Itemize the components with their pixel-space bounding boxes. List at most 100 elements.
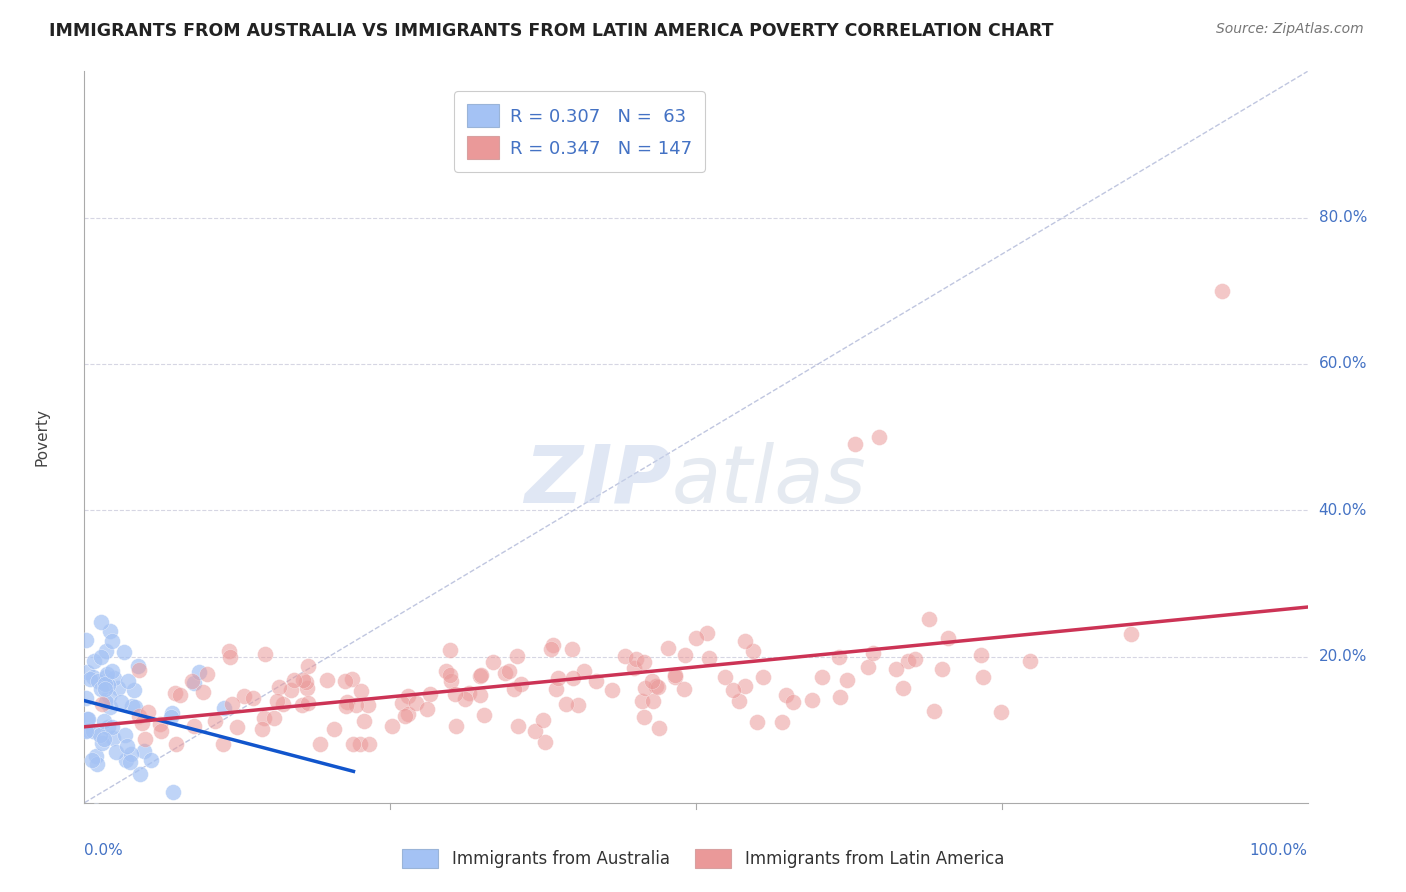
Point xyxy=(266,693,288,707)
Point xyxy=(75,690,97,705)
Point xyxy=(82,670,104,684)
Point xyxy=(540,642,562,657)
Point xyxy=(132,744,155,758)
Point xyxy=(98,699,121,714)
Point xyxy=(657,640,679,655)
Point xyxy=(672,682,695,697)
Point xyxy=(183,719,205,733)
Point xyxy=(782,696,804,710)
Point xyxy=(242,690,264,705)
Point xyxy=(280,683,302,698)
Point xyxy=(633,681,655,695)
Point xyxy=(562,671,585,685)
Point xyxy=(506,648,529,663)
Point xyxy=(344,698,367,713)
Point xyxy=(138,705,160,719)
Point xyxy=(90,681,112,696)
Point xyxy=(742,644,765,658)
Point xyxy=(93,677,115,691)
Point xyxy=(87,674,110,689)
Point xyxy=(104,746,127,760)
Point xyxy=(160,710,183,724)
Point xyxy=(333,674,356,689)
Point xyxy=(90,615,112,629)
Point xyxy=(149,717,172,731)
Text: Poverty: Poverty xyxy=(34,408,49,467)
Point xyxy=(100,720,122,734)
Point xyxy=(131,715,153,730)
Point xyxy=(439,643,461,657)
Point xyxy=(77,712,100,726)
Point xyxy=(98,689,121,703)
Text: 20.0%: 20.0% xyxy=(1319,649,1367,664)
Point xyxy=(405,696,427,710)
Point xyxy=(110,695,132,709)
Point xyxy=(94,681,117,696)
Point xyxy=(128,708,150,723)
Point xyxy=(533,713,555,727)
Point xyxy=(440,674,463,689)
Point xyxy=(107,681,129,695)
Text: IMMIGRANTS FROM AUSTRALIA VS IMMIGRANTS FROM LATIN AMERICA POVERTY CORRELATION C: IMMIGRANTS FROM AUSTRALIA VS IMMIGRANTS … xyxy=(49,22,1053,40)
Point xyxy=(342,737,364,751)
Point xyxy=(600,682,623,697)
Point xyxy=(936,632,959,646)
Point xyxy=(149,724,172,739)
Point xyxy=(93,714,115,728)
Point xyxy=(76,712,98,726)
Point xyxy=(734,679,756,693)
Point xyxy=(884,662,907,676)
Point xyxy=(697,651,720,665)
Point xyxy=(139,754,162,768)
Point xyxy=(827,650,849,665)
Point xyxy=(472,707,495,722)
Point xyxy=(101,731,124,745)
Point xyxy=(291,673,314,687)
Point xyxy=(91,736,114,750)
Point xyxy=(291,698,314,713)
Point xyxy=(82,723,104,738)
Point xyxy=(381,719,404,733)
Point xyxy=(931,662,953,676)
Point xyxy=(96,695,118,709)
Point xyxy=(494,666,516,681)
Point xyxy=(103,671,125,685)
Point xyxy=(685,631,707,645)
Point xyxy=(972,670,994,684)
Point xyxy=(93,732,115,747)
Point xyxy=(533,735,555,749)
Text: 40.0%: 40.0% xyxy=(1319,503,1367,517)
Point xyxy=(86,757,108,772)
Point xyxy=(218,644,240,658)
Point xyxy=(165,737,187,751)
Point xyxy=(772,715,794,730)
Point xyxy=(503,681,526,696)
Text: ZIP: ZIP xyxy=(524,442,672,520)
Text: 100.0%: 100.0% xyxy=(1250,843,1308,858)
Point xyxy=(124,699,146,714)
Point xyxy=(75,723,97,738)
Point xyxy=(524,723,547,738)
Point xyxy=(904,652,927,666)
Point xyxy=(100,634,122,648)
Point xyxy=(357,698,380,712)
Point xyxy=(454,691,477,706)
Point xyxy=(775,688,797,702)
Point xyxy=(630,694,652,708)
Point xyxy=(633,655,655,669)
Point xyxy=(623,661,645,675)
Point xyxy=(127,659,149,673)
Point xyxy=(858,660,880,674)
Point xyxy=(75,633,97,648)
Point xyxy=(470,669,492,683)
Point xyxy=(969,648,991,662)
Point xyxy=(835,673,858,687)
Point xyxy=(644,679,666,693)
Point xyxy=(624,652,647,666)
Legend: Immigrants from Australia, Immigrants from Latin America: Immigrants from Australia, Immigrants fr… xyxy=(395,842,1011,875)
Point xyxy=(250,722,273,736)
Point xyxy=(353,714,375,728)
Point xyxy=(129,767,152,781)
Point xyxy=(918,612,941,626)
Point xyxy=(830,690,852,704)
